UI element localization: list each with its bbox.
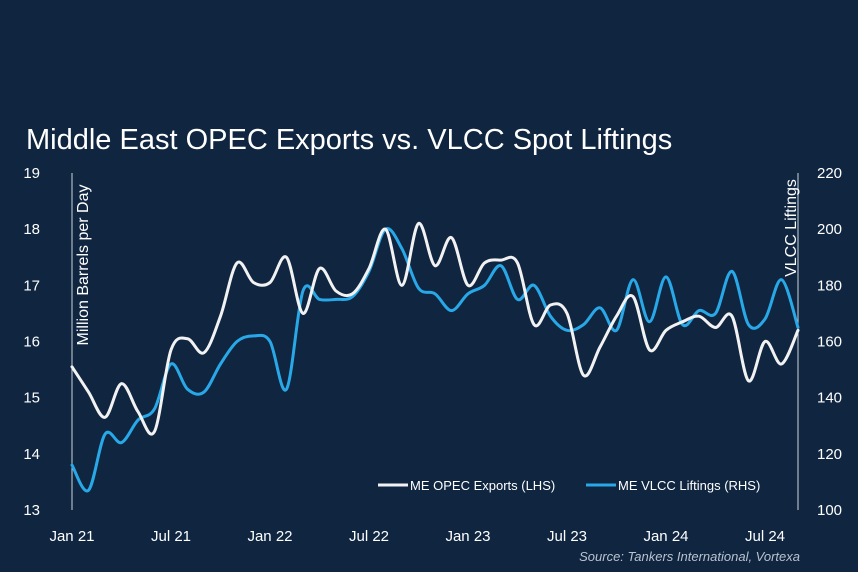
left-tick-label: 16 — [23, 334, 40, 351]
left-tick-label: 14 — [23, 446, 40, 463]
left-tick-label: 15 — [23, 390, 40, 407]
source-note: Source: Tankers International, Vortexa — [579, 549, 800, 564]
right-tick-label: 180 — [817, 277, 842, 294]
x-tick-label: Jul 23 — [547, 528, 587, 545]
right-axis-ticks: 100 120 140 160 180 200 220 — [817, 165, 842, 519]
chart-title: Middle East OPEC Exports vs. VLCC Spot L… — [26, 124, 673, 156]
right-tick-label: 100 — [817, 502, 842, 519]
right-tick-label: 220 — [817, 165, 842, 182]
vlcc-liftings-line — [70, 227, 800, 493]
x-tick-label: Jan 22 — [247, 528, 292, 545]
right-tick-label: 140 — [817, 390, 842, 407]
x-tick-label: Jul 24 — [745, 528, 785, 545]
left-tick-label: 13 — [23, 502, 40, 519]
legend: ME OPEC Exports (LHS) ME VLCC Liftings (R… — [378, 478, 760, 493]
x-tick-label: Jan 21 — [49, 528, 94, 545]
right-tick-label: 160 — [817, 334, 842, 351]
left-tick-label: 17 — [23, 277, 40, 294]
opec-exports-line — [70, 221, 800, 436]
x-tick-label: Jul 22 — [349, 528, 389, 545]
right-tick-label: 120 — [817, 446, 842, 463]
left-tick-label: 18 — [23, 221, 40, 238]
x-tick-label: Jul 21 — [151, 528, 191, 545]
x-axis-ticks: Jan 21 Jul 21 Jan 22 Jul 22 Jan 23 Jul 23 Jan … — [49, 528, 785, 545]
legend-label: ME VLCC Liftings (RHS) — [618, 478, 760, 493]
left-tick-label: 19 — [23, 165, 40, 182]
left-axis-label: Million Barrels per Day — [75, 185, 92, 346]
right-axis-label: VLCC Liftings — [783, 179, 800, 277]
right-tick-label: 200 — [817, 221, 842, 238]
left-axis-ticks: 13 14 15 16 17 18 19 — [23, 165, 40, 519]
x-tick-label: Jan 23 — [445, 528, 490, 545]
legend-label: ME OPEC Exports (LHS) — [410, 478, 555, 493]
axis-lines — [71, 173, 799, 510]
series-lines — [70, 221, 800, 493]
x-tick-label: Jan 24 — [643, 528, 688, 545]
